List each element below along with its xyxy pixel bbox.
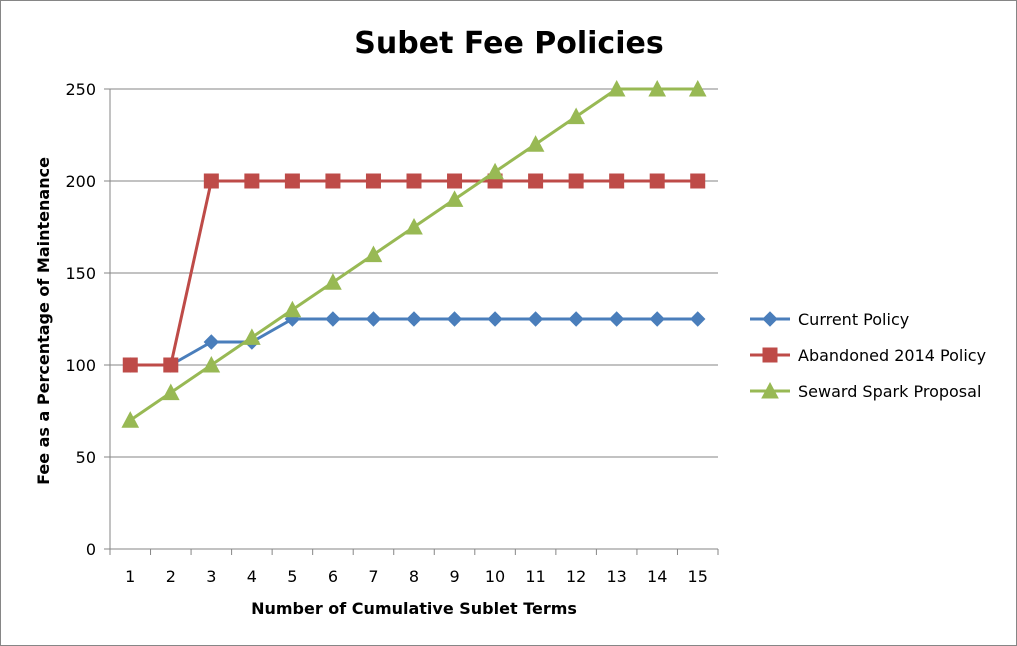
- legend-item: Seward Spark Proposal: [750, 381, 981, 401]
- data-point: [688, 79, 707, 97]
- data-point: [324, 273, 342, 290]
- x-tick-label: 2: [166, 567, 176, 586]
- data-point: [161, 383, 180, 401]
- x-tick-label: 9: [449, 567, 459, 586]
- x-tick-label: 10: [485, 567, 505, 586]
- legend: Current Policy Abandoned 2014 Policy Sewar…: [750, 310, 986, 401]
- y-tick-labels: 0 50 100 150 200 250: [65, 80, 96, 559]
- y-axis-title: Fee as a Percentage of Maintenance: [34, 157, 53, 485]
- x-tick-label: 4: [247, 567, 257, 586]
- data-point: [607, 79, 626, 97]
- x-tick-label: 6: [328, 567, 338, 586]
- axes: [104, 88, 719, 555]
- x-axis-title: Number of Cumulative Sublet Terms: [251, 599, 577, 618]
- data-point: [446, 311, 463, 327]
- legend-marker: [762, 347, 778, 363]
- data-point: [405, 217, 423, 235]
- data-point: [568, 173, 584, 189]
- data-point: [406, 173, 422, 189]
- x-tick-label: 14: [647, 567, 667, 586]
- y-tick-label: 150: [65, 264, 96, 283]
- data-point: [527, 311, 544, 327]
- x-tick-label: 8: [409, 567, 419, 586]
- legend-marker: [761, 381, 779, 399]
- series-group: [121, 79, 707, 428]
- gridlines: [110, 88, 718, 458]
- legend-marker: [762, 311, 778, 327]
- x-tick-label: 11: [525, 567, 545, 586]
- y-tick-label: 250: [65, 80, 96, 99]
- data-point: [526, 135, 545, 152]
- data-point: [568, 311, 584, 327]
- x-tick-labels: 1 2 3 4 5 6 7 8 9 10 11 12 13 14 15: [125, 567, 708, 586]
- data-point: [121, 411, 140, 428]
- data-point: [445, 190, 464, 207]
- x-tick-label: 5: [287, 567, 297, 586]
- data-point: [648, 79, 667, 97]
- data-point: [567, 107, 585, 125]
- legend-item: Abandoned 2014 Policy: [750, 346, 986, 365]
- data-point: [365, 173, 381, 189]
- legend-label: Current Policy: [798, 310, 909, 329]
- x-tick-label: 1: [125, 567, 135, 586]
- data-point: [284, 173, 300, 189]
- data-point: [283, 300, 302, 318]
- data-point: [528, 173, 544, 189]
- x-tick-label: 3: [206, 567, 216, 586]
- chart-title: Subet Fee Policies: [354, 26, 663, 61]
- data-point: [649, 311, 665, 327]
- data-point: [608, 311, 625, 327]
- x-tick-label: 7: [368, 567, 378, 586]
- x-tick-label: 12: [566, 567, 586, 586]
- data-point: [609, 173, 625, 189]
- series-abandoned-2014-policy: [122, 173, 706, 373]
- data-point: [203, 173, 219, 189]
- series-seward-spark-proposal: [121, 79, 707, 428]
- data-point: [325, 173, 341, 189]
- y-tick-label: 100: [65, 356, 96, 375]
- y-tick-label: 200: [65, 172, 96, 191]
- data-point: [447, 173, 463, 189]
- data-point: [163, 357, 179, 373]
- y-tick-label: 50: [76, 448, 96, 467]
- legend-item: Current Policy: [750, 310, 909, 329]
- legend-label: Seward Spark Proposal: [798, 382, 981, 401]
- legend-label: Abandoned 2014 Policy: [798, 346, 986, 365]
- data-point: [690, 311, 706, 327]
- data-point: [406, 311, 422, 327]
- y-tick-label: 0: [86, 540, 96, 559]
- data-point: [202, 355, 221, 373]
- x-tick-label: 15: [688, 567, 708, 586]
- data-point: [244, 173, 260, 189]
- data-point: [649, 173, 665, 189]
- data-point: [122, 357, 138, 373]
- data-point: [486, 162, 504, 180]
- data-point: [690, 173, 706, 189]
- data-point: [203, 334, 220, 350]
- data-point: [365, 311, 382, 327]
- data-point: [325, 311, 341, 327]
- x-tick-label: 13: [606, 567, 626, 586]
- data-point: [243, 328, 261, 345]
- data-point: [487, 311, 503, 327]
- data-point: [364, 245, 383, 263]
